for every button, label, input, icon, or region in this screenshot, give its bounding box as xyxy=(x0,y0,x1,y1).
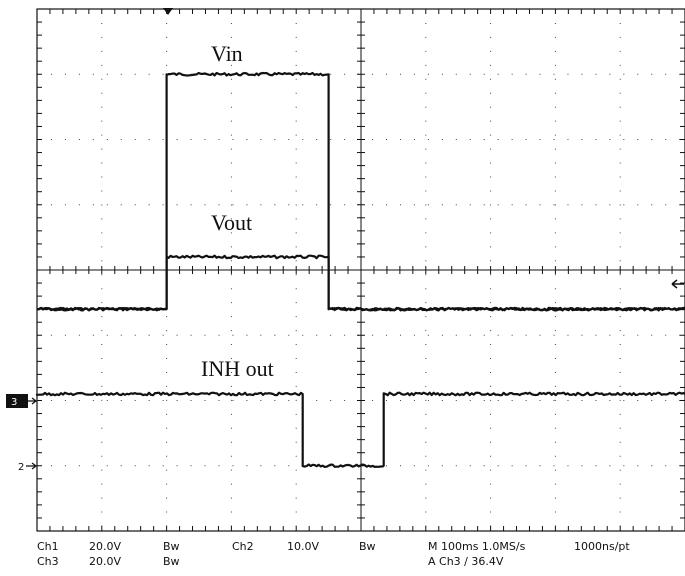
graticule xyxy=(36,8,685,532)
settings-readout: Ch1 20.0V Bw Ch2 10.0V Bw M 100ms 1.0MS/… xyxy=(37,540,630,568)
series-label-vin: Vin xyxy=(211,41,243,66)
series-label-vout: Vout xyxy=(211,210,252,235)
trace-inh-out xyxy=(35,391,685,468)
waveform-traces xyxy=(35,71,685,468)
readout-ch3: Ch3 xyxy=(37,555,59,568)
readout-ch2-scale: 10.0V xyxy=(287,540,319,553)
ch2-marker-label: 2 xyxy=(18,462,24,473)
readout-trigger: A Ch3 ∕ 36.4V xyxy=(428,555,504,568)
readout-ch1: Ch1 xyxy=(37,540,59,553)
ch3-marker-label: 3 xyxy=(11,397,17,408)
readout-resolution: 1000ns/pt xyxy=(574,540,630,553)
readout-ch3-scale: 20.0V xyxy=(89,555,121,568)
ch3-ground-marker: 3 xyxy=(6,394,37,408)
trigger-level-arrow-icon xyxy=(671,279,684,289)
series-label-inh-out: INH out xyxy=(201,356,274,381)
readout-ch1-bw: Bw xyxy=(163,540,180,553)
trigger-position-icon xyxy=(163,8,173,15)
readout-timebase: M 100ms 1.0MS/s xyxy=(428,540,526,553)
readout-ch2: Ch2 xyxy=(232,540,254,553)
trace-vout xyxy=(36,254,685,312)
readout-ch1-scale: 20.0V xyxy=(89,540,121,553)
ch2-ground-marker: 2 xyxy=(18,462,37,473)
readout-ch2-bw: Bw xyxy=(359,540,376,553)
readout-ch3-bw: Bw xyxy=(163,555,180,568)
